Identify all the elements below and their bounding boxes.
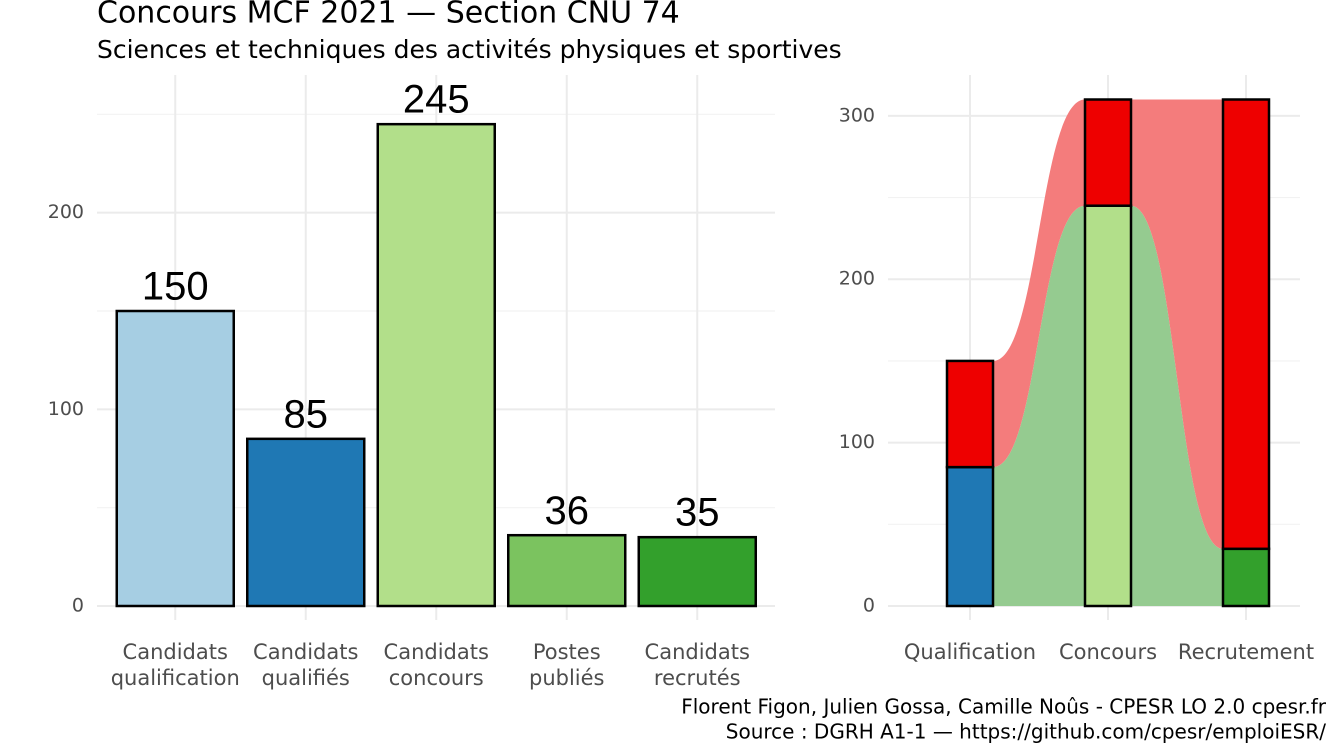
bar-segment [945,359,995,469]
bar [246,437,366,608]
x-tick-label: publiés [529,666,605,690]
value-label: 245 [403,78,470,122]
y-tick-label: 100 [839,431,875,453]
x-tick-label: Qualification [904,640,1036,664]
title: Concours MCF 2021 — Section CNU 74 [97,0,680,31]
x-tick-label: qualification [111,666,240,690]
bar-segment [1083,98,1133,207]
bar-segment [1221,98,1271,551]
x-tick-label: concours [389,666,484,690]
x-tick-label: Postes [533,640,601,664]
y-tick-label: 0 [72,595,84,617]
x-tick-label: Concours [1059,640,1157,664]
value-label: 36 [545,489,590,533]
y-tick-label: 0 [863,595,875,617]
bar-segment [1083,204,1133,608]
y-tick-label: 300 [839,104,875,126]
x-tick-label: qualifiés [262,666,350,690]
bar [507,533,627,608]
y-tick-label: 200 [48,201,84,223]
y-tick-label: 200 [839,268,875,290]
value-label: 35 [675,491,720,535]
x-tick-label: Candidats [123,640,228,664]
x-tick-label: Candidats [253,640,358,664]
bar [637,535,757,608]
caption: Florent Figon, Julien Gossa, Camille Noû… [681,695,1327,719]
bar [115,309,235,608]
flow [993,99,1223,549]
x-tick-label: Recrutement [1178,640,1314,664]
value-label: 150 [142,265,209,309]
bar [376,122,496,608]
caption: Source : DGRH A1-1 — https://github.com/… [726,720,1326,744]
value-label: 85 [284,392,329,436]
x-tick-label: Candidats [384,640,489,664]
x-tick-label: recrutés [654,666,741,690]
subtitle: Sciences et techniques des activités phy… [97,35,842,64]
x-tick-label: Candidats [645,640,750,664]
bar-segment [945,465,995,608]
y-tick-label: 100 [48,398,84,420]
bar-segment [1221,547,1271,608]
